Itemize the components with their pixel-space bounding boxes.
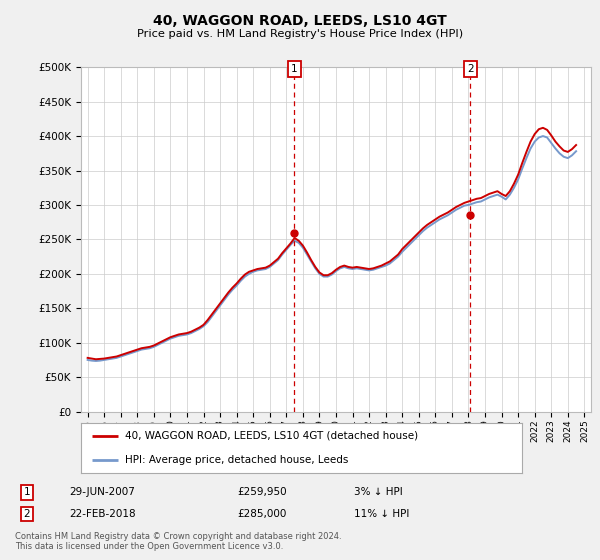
Text: 2: 2 xyxy=(23,509,31,519)
Text: £285,000: £285,000 xyxy=(237,509,286,519)
Text: Contains HM Land Registry data © Crown copyright and database right 2024.
This d: Contains HM Land Registry data © Crown c… xyxy=(15,532,341,552)
Text: 22-FEB-2018: 22-FEB-2018 xyxy=(69,509,136,519)
Text: 11% ↓ HPI: 11% ↓ HPI xyxy=(354,509,409,519)
Text: £259,950: £259,950 xyxy=(237,487,287,497)
Text: 1: 1 xyxy=(23,487,31,497)
Text: 40, WAGGON ROAD, LEEDS, LS10 4GT (detached house): 40, WAGGON ROAD, LEEDS, LS10 4GT (detach… xyxy=(125,431,418,441)
Text: Price paid vs. HM Land Registry's House Price Index (HPI): Price paid vs. HM Land Registry's House … xyxy=(137,29,463,39)
Text: 3% ↓ HPI: 3% ↓ HPI xyxy=(354,487,403,497)
Text: 2: 2 xyxy=(467,64,474,74)
Text: 29-JUN-2007: 29-JUN-2007 xyxy=(69,487,135,497)
Text: 1: 1 xyxy=(291,64,298,74)
Text: HPI: Average price, detached house, Leeds: HPI: Average price, detached house, Leed… xyxy=(125,455,349,465)
Text: 40, WAGGON ROAD, LEEDS, LS10 4GT: 40, WAGGON ROAD, LEEDS, LS10 4GT xyxy=(153,14,447,28)
